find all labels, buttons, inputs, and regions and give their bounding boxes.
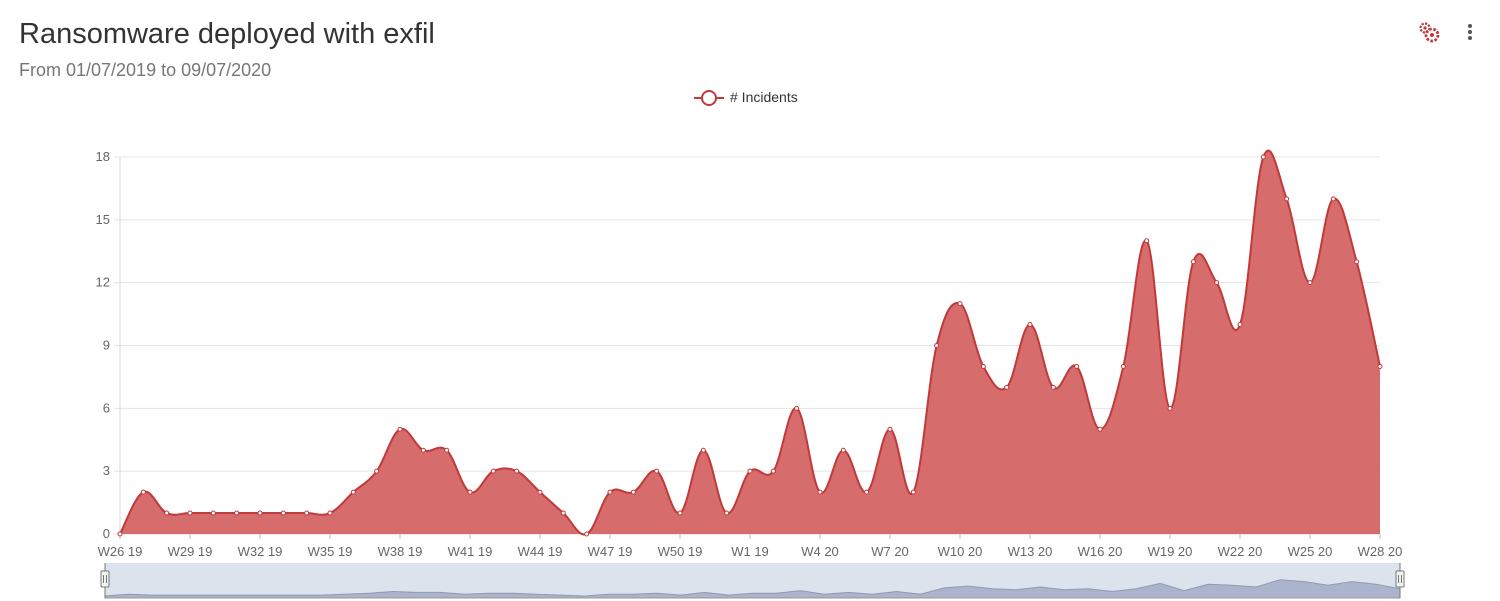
data-point[interactable] [747,468,753,474]
data-point[interactable] [257,510,263,516]
x-tick-label: W22 20 [1218,544,1263,559]
data-point[interactable] [164,510,170,516]
data-point[interactable] [794,405,800,411]
data-point[interactable] [210,510,216,516]
x-tick-label: W13 20 [1008,544,1053,559]
x-tick-label: W41 19 [448,544,493,559]
data-point[interactable] [304,510,310,516]
x-tick-label: W25 20 [1288,544,1333,559]
data-point[interactable] [1144,238,1150,244]
x-tick-label: W10 20 [938,544,983,559]
data-point[interactable] [514,468,520,474]
data-point[interactable] [1190,259,1196,265]
data-point[interactable] [1377,363,1383,369]
x-tick-label: W47 19 [588,544,633,559]
y-tick-label: 12 [96,275,110,290]
data-point[interactable] [327,510,333,516]
data-point[interactable] [840,447,846,453]
data-point[interactable] [560,510,566,516]
data-point[interactable] [1074,363,1080,369]
data-point[interactable] [910,489,916,495]
data-point[interactable] [234,510,240,516]
data-point[interactable] [654,468,660,474]
data-point[interactable] [187,510,193,516]
series-area [120,150,1380,535]
x-tick-label: W28 20 [1358,544,1403,559]
y-tick-label: 9 [103,338,110,353]
data-point[interactable] [444,447,450,453]
x-tick-label: W35 19 [308,544,353,559]
x-tick-label: W32 19 [238,544,283,559]
data-point[interactable] [1027,322,1033,328]
y-tick-label: 0 [103,526,110,541]
data-point[interactable] [397,426,403,432]
navigator-right-handle[interactable] [1395,570,1405,588]
data-point[interactable] [420,447,426,453]
navigator-left-handle[interactable] [100,570,110,588]
data-point[interactable] [117,531,123,537]
legend[interactable]: # Incidents [694,89,798,106]
x-tick-label: W16 20 [1078,544,1123,559]
data-point[interactable] [1284,196,1290,202]
x-tick-label: W38 19 [378,544,423,559]
navigator-series [104,579,1401,599]
x-tick-label: W7 20 [871,544,909,559]
data-point[interactable] [490,468,496,474]
data-point[interactable] [280,510,286,516]
data-point[interactable] [700,447,706,453]
data-point[interactable] [934,343,940,348]
data-point[interactable] [374,468,380,474]
x-tick-label: W44 19 [518,544,563,559]
x-tick-label: W19 20 [1148,544,1193,559]
data-point[interactable] [1050,384,1056,390]
navigator[interactable] [100,563,1405,599]
data-point[interactable] [350,489,356,495]
kebab-menu-icon[interactable] [1458,20,1484,46]
gears-icon[interactable] [1417,20,1443,46]
data-point[interactable] [817,489,823,495]
data-point[interactable] [1307,280,1313,286]
data-point[interactable] [1167,405,1173,411]
data-point[interactable] [1260,154,1266,160]
chart-subtitle: From 01/07/2019 to 09/07/2020 [19,60,272,80]
data-point[interactable] [537,489,543,495]
legend-marker [701,90,717,106]
data-point[interactable] [1214,280,1220,286]
data-point[interactable] [140,489,146,495]
chart-title: Ransomware deployed with exfil [19,18,435,50]
y-tick-label: 15 [96,212,110,227]
data-point[interactable] [980,363,986,369]
x-tick-label: W1 19 [731,544,769,559]
x-tick-label: W26 19 [98,544,143,559]
legend-label: # Incidents [730,89,798,105]
data-point[interactable] [864,489,870,495]
data-point[interactable] [1120,363,1126,369]
data-point[interactable] [724,510,730,516]
data-point[interactable] [887,426,893,432]
data-point[interactable] [1097,426,1103,432]
data-point[interactable] [584,531,590,537]
x-tick-label: W50 19 [658,544,703,559]
data-point[interactable] [770,468,776,474]
data-point[interactable] [1330,196,1336,202]
data-point[interactable] [1004,384,1010,390]
data-point[interactable] [677,510,683,516]
data-point[interactable] [630,489,636,495]
data-point[interactable] [607,489,613,495]
data-point[interactable] [957,301,963,307]
data-point[interactable] [1237,322,1243,328]
y-tick-label: 3 [103,463,110,478]
x-tick-label: W29 19 [168,544,213,559]
data-point[interactable] [467,489,473,495]
y-tick-label: 18 [96,149,110,164]
y-tick-label: 6 [103,400,110,415]
x-tick-label: W4 20 [801,544,839,559]
data-point[interactable] [1354,259,1360,265]
